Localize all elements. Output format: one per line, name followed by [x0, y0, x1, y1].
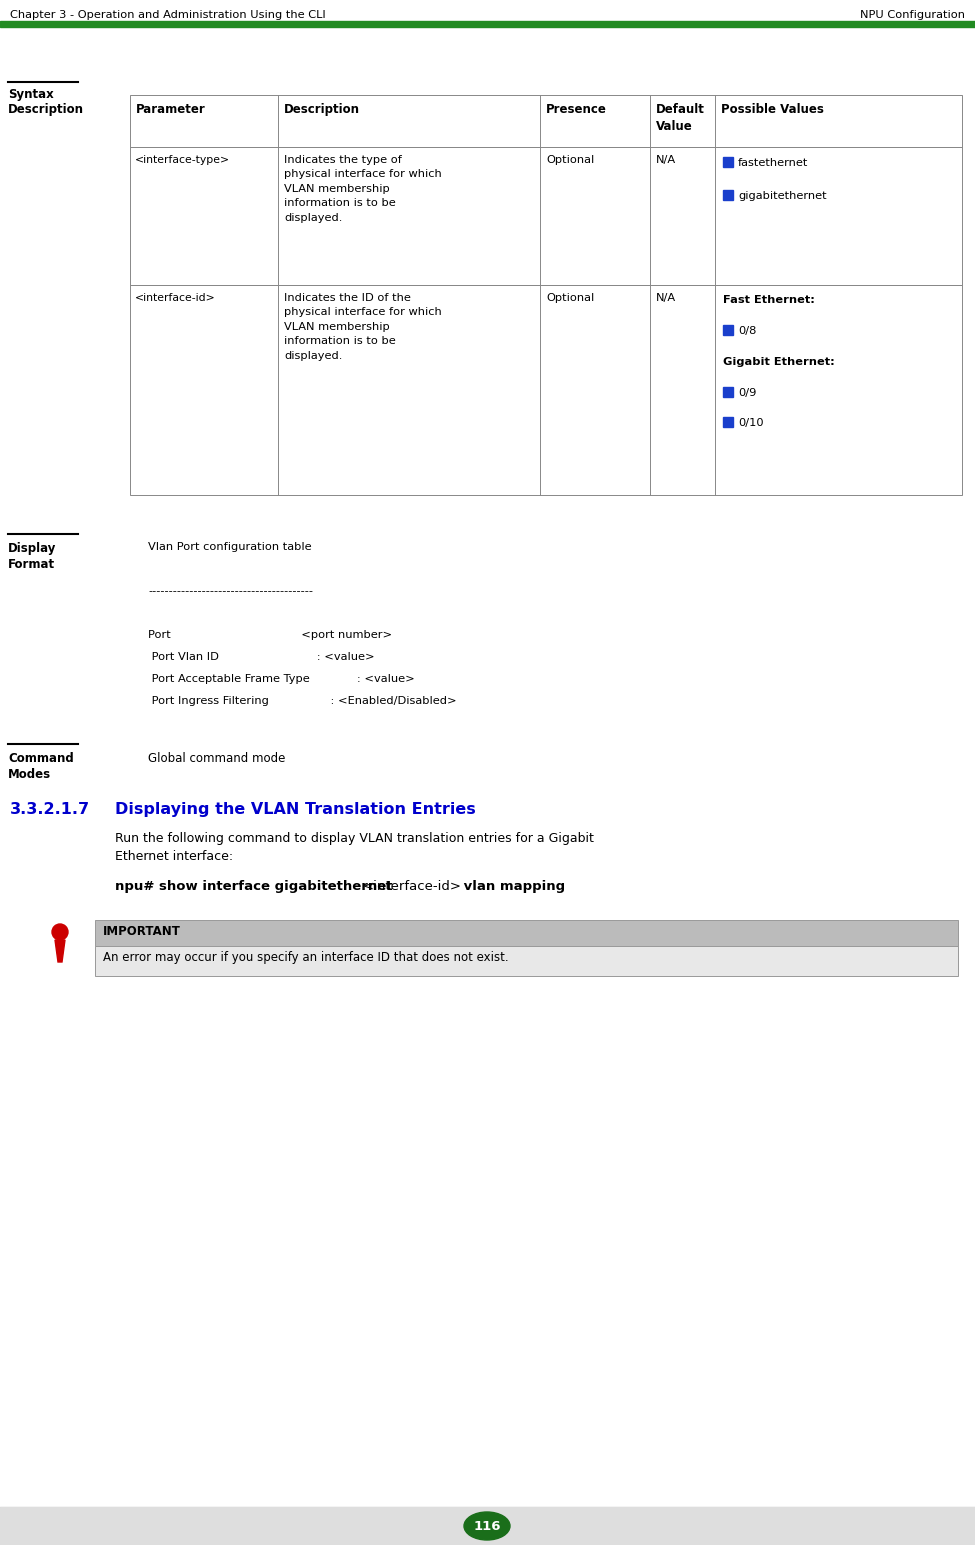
- Text: Vlan Port configuration table: Vlan Port configuration table: [148, 542, 312, 552]
- Text: gigabitethernet: gigabitethernet: [738, 192, 827, 201]
- Text: IMPORTANT: IMPORTANT: [103, 925, 181, 938]
- Text: Global command mode: Global command mode: [148, 752, 286, 765]
- Text: NPU Configuration: NPU Configuration: [860, 9, 965, 20]
- Bar: [130, 284, 962, 494]
- Text: Display: Display: [8, 542, 57, 555]
- Text: Parameter: Parameter: [136, 104, 206, 116]
- Bar: [723, 324, 733, 335]
- Text: Description: Description: [284, 104, 360, 116]
- Polygon shape: [55, 939, 65, 963]
- Text: 4Motion: 4Motion: [15, 1519, 65, 1533]
- Text: Optional: Optional: [546, 154, 594, 165]
- Text: An error may occur if you specify an interface ID that does not exist.: An error may occur if you specify an int…: [103, 952, 509, 964]
- Text: Port Acceptable Frame Type             : <value>: Port Acceptable Frame Type : <value>: [148, 674, 414, 684]
- Text: 0/8: 0/8: [738, 326, 757, 335]
- Bar: [0, 1506, 975, 1545]
- Text: ----------------------------------------: ----------------------------------------: [148, 586, 313, 596]
- Bar: [130, 94, 962, 147]
- Bar: [130, 147, 962, 284]
- Text: Command: Command: [8, 752, 74, 765]
- Text: Description: Description: [8, 104, 84, 116]
- Bar: [723, 386, 733, 397]
- Text: Fast Ethernet:: Fast Ethernet:: [723, 295, 815, 304]
- Bar: [95, 946, 958, 976]
- Text: Optional: Optional: [546, 294, 594, 303]
- Ellipse shape: [464, 1513, 510, 1540]
- Text: <interface-id>: <interface-id>: [363, 881, 462, 893]
- Text: Port Ingress Filtering                 : <Enabled/Disabled>: Port Ingress Filtering : <Enabled/Disabl…: [148, 695, 456, 706]
- Text: Presence: Presence: [546, 104, 606, 116]
- Text: Port Vlan ID                           : <value>: Port Vlan ID : <value>: [148, 652, 374, 661]
- Bar: [723, 417, 733, 426]
- Text: 0/9: 0/9: [738, 388, 757, 399]
- Text: Ethernet interface:: Ethernet interface:: [115, 850, 233, 864]
- Text: Syntax: Syntax: [8, 88, 54, 100]
- Text: Possible Values: Possible Values: [721, 104, 824, 116]
- Text: 116: 116: [473, 1519, 501, 1533]
- Text: vlan mapping: vlan mapping: [459, 881, 566, 893]
- Text: Indicates the ID of the
physical interface for which
VLAN membership
information: Indicates the ID of the physical interfa…: [284, 294, 442, 360]
- Text: Run the following command to display VLAN translation entries for a Gigabit: Run the following command to display VLA…: [115, 833, 594, 845]
- Text: Port                                    <port number>: Port <port number>: [148, 630, 392, 640]
- Text: <interface-type>: <interface-type>: [135, 154, 230, 165]
- Bar: [723, 190, 733, 199]
- Text: npu# show interface gigabitethernet: npu# show interface gigabitethernet: [115, 881, 397, 893]
- Text: Modes: Modes: [8, 768, 51, 782]
- Text: Default
Value: Default Value: [656, 104, 705, 133]
- Text: fastethernet: fastethernet: [738, 158, 808, 168]
- Bar: [0, 22, 975, 26]
- Text: Indicates the type of
physical interface for which
VLAN membership
information i: Indicates the type of physical interface…: [284, 154, 442, 222]
- Ellipse shape: [52, 924, 68, 939]
- Text: 3.3.2.1.7: 3.3.2.1.7: [10, 802, 90, 817]
- Text: 0/10: 0/10: [738, 419, 763, 428]
- Bar: [723, 158, 733, 167]
- Text: Chapter 3 - Operation and Administration Using the CLI: Chapter 3 - Operation and Administration…: [10, 9, 326, 20]
- Text: N/A: N/A: [656, 154, 676, 165]
- Text: Format: Format: [8, 558, 56, 572]
- Text: N/A: N/A: [656, 294, 676, 303]
- Text: Displaying the VLAN Translation Entries: Displaying the VLAN Translation Entries: [115, 802, 476, 817]
- Text: Gigabit Ethernet:: Gigabit Ethernet:: [723, 357, 835, 368]
- Text: <interface-id>: <interface-id>: [135, 294, 215, 303]
- Text: System Manual: System Manual: [864, 1519, 960, 1533]
- Bar: [95, 919, 958, 946]
